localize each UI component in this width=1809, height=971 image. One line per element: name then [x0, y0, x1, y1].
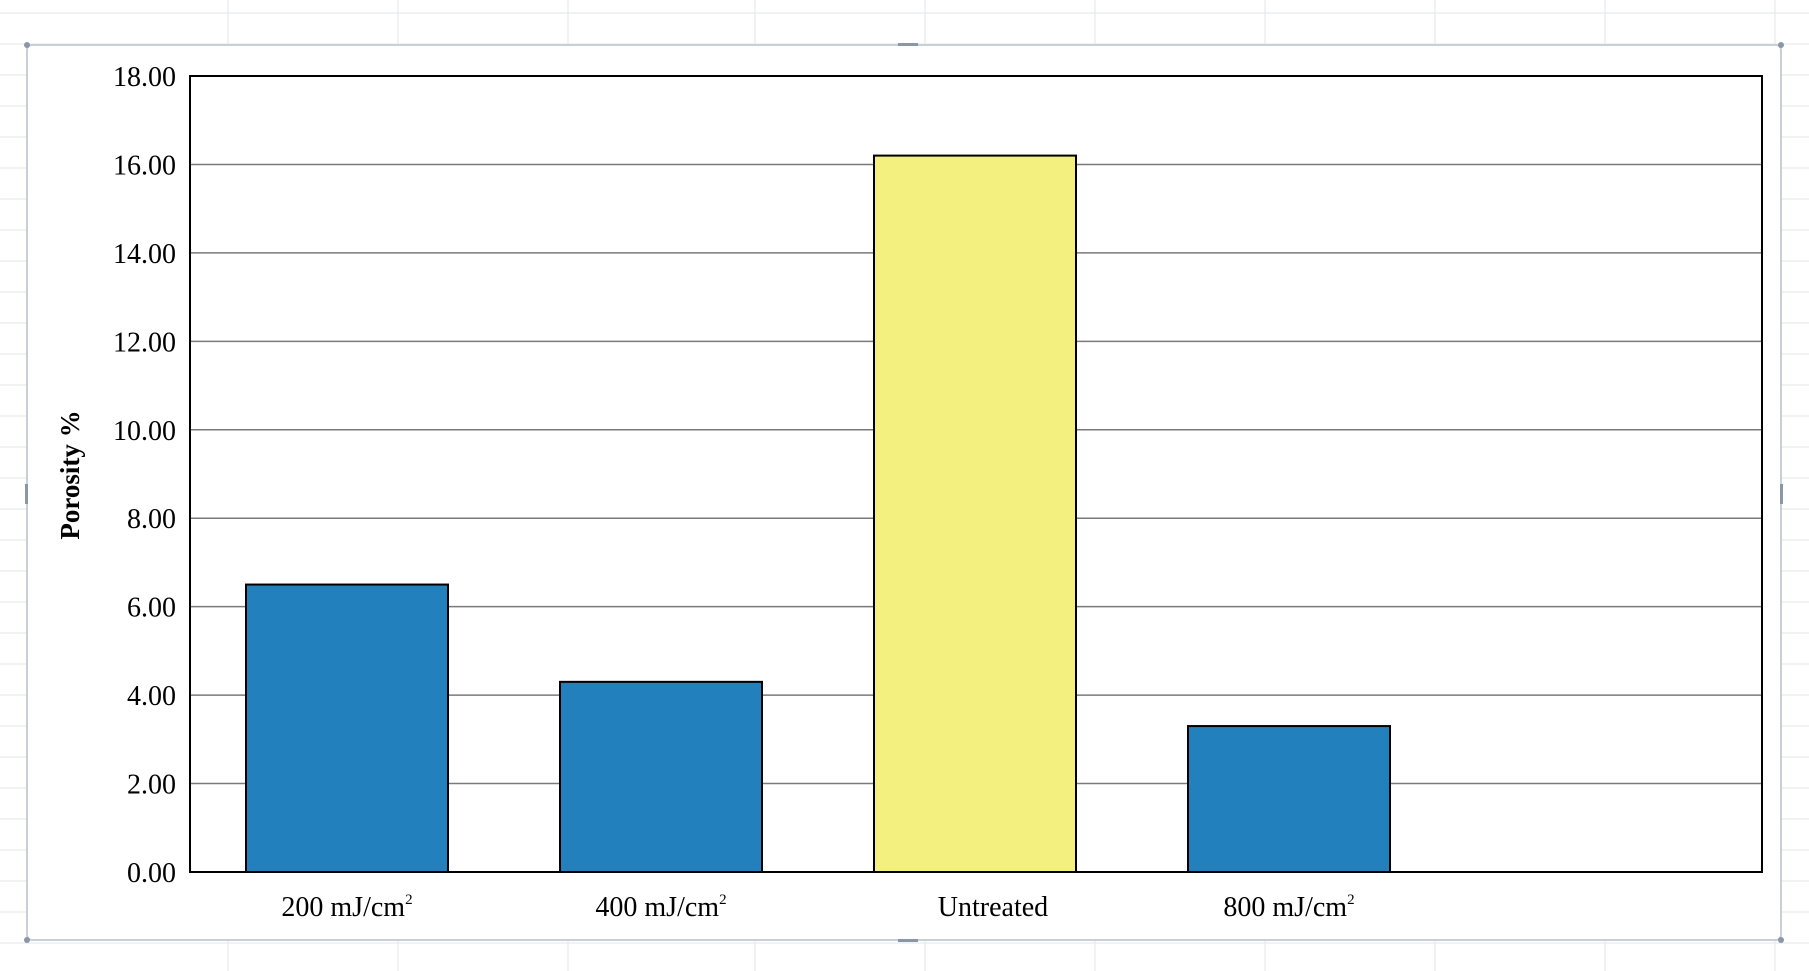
y-tick-label: 2.00 [127, 770, 176, 801]
category-label: 400 mJ/cm2 [595, 892, 726, 923]
category-labels: 200 mJ/cm2 400 mJ/cm2 Untreated 800 mJ/cm2 [281, 892, 1354, 923]
y-tick-label: 8.00 [127, 504, 176, 535]
resize-handle-right[interactable] [1780, 484, 1783, 504]
y-tick-label: 0.00 [127, 858, 176, 889]
y-tick-label: 6.00 [127, 593, 176, 624]
bar[interactable] [559, 680, 763, 873]
resize-handle-top[interactable] [898, 43, 918, 46]
bar[interactable] [245, 583, 449, 873]
y-tick-label: 16.00 [113, 150, 176, 181]
y-tick-label: 12.00 [113, 327, 176, 358]
category-label: Untreated [938, 892, 1048, 923]
y-tick-label: 18.00 [113, 62, 176, 93]
y-tick-label: 10.00 [113, 416, 176, 447]
bar[interactable] [873, 154, 1077, 874]
resize-handle-bottom-right[interactable] [1778, 937, 1784, 943]
resize-handle-left[interactable] [25, 484, 28, 504]
resize-handle-bottom[interactable] [898, 939, 918, 942]
y-tick-label: 4.00 [127, 681, 176, 712]
bar[interactable] [1187, 725, 1391, 873]
y-axis-title: Porosity % [55, 410, 85, 539]
y-tick-label: 14.00 [113, 239, 176, 270]
y-tick-labels: 0.00 2.00 4.00 6.00 8.00 10.00 12.00 14.00 16.00… [113, 62, 176, 889]
resize-handle-top-left[interactable] [24, 42, 30, 48]
bars [245, 154, 1391, 874]
category-label: 800 mJ/cm2 [1223, 892, 1354, 923]
resize-handle-bottom-left[interactable] [24, 937, 30, 943]
category-label: 200 mJ/cm2 [281, 892, 412, 923]
resize-handle-top-right[interactable] [1778, 42, 1784, 48]
